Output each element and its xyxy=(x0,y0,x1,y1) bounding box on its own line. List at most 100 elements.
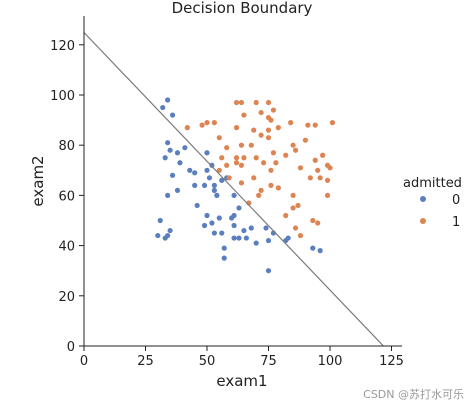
scatter-point-admitted-1 xyxy=(268,167,274,173)
scatter-point-admitted-1 xyxy=(290,205,296,211)
scatter-point-admitted-0 xyxy=(169,112,176,118)
scatter-point-admitted-1 xyxy=(275,125,281,131)
scatter-point-admitted-1 xyxy=(233,99,240,106)
scatter-point-admitted-1 xyxy=(283,212,289,219)
scatter-point-admitted-0 xyxy=(201,182,208,188)
scatter-point-admitted-1 xyxy=(292,147,299,153)
scatter-point-admitted-1 xyxy=(260,160,267,166)
scatter-point-admitted-0 xyxy=(174,150,181,156)
scatter-point-admitted-1 xyxy=(320,152,326,158)
scatter-point-admitted-0 xyxy=(169,172,176,178)
scatter-point-admitted-1 xyxy=(329,120,336,126)
scatter-point-admitted-0 xyxy=(174,187,181,193)
scatter-point-admitted-1 xyxy=(233,160,240,166)
scatter-point-admitted-1 xyxy=(273,160,279,166)
legend-title: admitted xyxy=(403,176,462,191)
scatter-point-admitted-1 xyxy=(315,167,321,173)
scatter-point-admitted-1 xyxy=(283,152,289,158)
scatter-point-admitted-0 xyxy=(231,192,237,198)
scatter-point-admitted-0 xyxy=(204,150,210,156)
x-tick-label: 125 xyxy=(379,354,404,369)
scatter-point-admitted-1 xyxy=(253,99,259,106)
legend: admitted 0 1 xyxy=(403,176,462,230)
y-tick-label: 60 xyxy=(58,189,75,204)
scatter-point-admitted-0 xyxy=(219,230,225,236)
scatter-point-admitted-1 xyxy=(258,187,264,193)
scatter-point-admitted-0 xyxy=(194,202,200,209)
scatter-point-admitted-1 xyxy=(265,127,272,133)
x-ticks: 0 25 50 75 100 125 xyxy=(80,346,404,369)
scatter-point-admitted-1 xyxy=(251,175,257,181)
y-tick-label: 20 xyxy=(58,290,75,305)
scatter-point-admitted-0 xyxy=(216,215,222,221)
scatter-point-admitted-0 xyxy=(204,167,210,173)
scatter-point-admitted-0 xyxy=(204,212,210,219)
scatter-point-admitted-1 xyxy=(184,125,190,131)
scatter-point-admitted-1 xyxy=(307,175,313,181)
scatter-point-admitted-1 xyxy=(258,132,264,138)
scatter-point-admitted-0 xyxy=(317,248,323,254)
scatter-point-admitted-0 xyxy=(265,268,272,274)
plot-area xyxy=(83,32,384,347)
scatter-point-admitted-0 xyxy=(248,225,254,231)
scatter-point-admitted-1 xyxy=(297,232,304,239)
scatter-point-admitted-0 xyxy=(165,232,171,239)
legend-label-0: 0 xyxy=(452,193,460,208)
scatter-point-admitted-0 xyxy=(211,187,217,193)
scatter-point-admitted-1 xyxy=(265,99,272,106)
scatter-point-admitted-1 xyxy=(238,99,245,106)
x-axis-label: exam1 xyxy=(216,372,267,390)
scatter-point-admitted-1 xyxy=(305,122,311,128)
scatter-point-admitted-1 xyxy=(275,185,281,191)
scatter-point-admitted-0 xyxy=(236,205,242,211)
scatter-point-admitted-1 xyxy=(238,162,245,168)
scatter-point-admitted-1 xyxy=(251,127,257,133)
scatter-point-admitted-0 xyxy=(187,167,193,173)
scatter-point-admitted-1 xyxy=(241,155,247,161)
scatter-point-admitted-1 xyxy=(211,120,217,126)
x-tick-label: 0 xyxy=(80,354,88,369)
decision-boundary-line xyxy=(83,32,384,347)
legend-marker-1 xyxy=(420,218,426,224)
scatter-point-admitted-1 xyxy=(290,192,296,198)
scatter-point-admitted-0 xyxy=(310,245,316,251)
scatter-point-admitted-1 xyxy=(297,165,304,171)
scatter-point-admitted-1 xyxy=(268,117,274,123)
scatter-point-admitted-1 xyxy=(258,109,264,116)
scatter-point-admitted-0 xyxy=(253,240,259,246)
scatter-point-admitted-0 xyxy=(201,222,208,229)
scatter-point-admitted-1 xyxy=(312,157,318,163)
scatter-point-admitted-0 xyxy=(192,170,198,176)
scatter-point-admitted-1 xyxy=(327,165,333,171)
scatter-point-admitted-0 xyxy=(165,140,171,146)
scatter-point-admitted-0 xyxy=(209,162,215,168)
scatter-point-admitted-1 xyxy=(199,122,205,128)
scatter-point-admitted-1 xyxy=(219,155,225,161)
x-tick-label: 75 xyxy=(260,354,277,369)
scatter-point-admitted-0 xyxy=(167,227,173,234)
scatter-point-admitted-1 xyxy=(216,167,222,173)
scatter-point-admitted-0 xyxy=(236,235,242,241)
scatter-point-admitted-0 xyxy=(211,230,217,236)
scatter-point-admitted-0 xyxy=(206,175,213,181)
scatter-point-admitted-0 xyxy=(211,182,217,188)
scatter-point-admitted-1 xyxy=(302,137,308,143)
scatter-point-admitted-0 xyxy=(243,235,249,241)
scatter-point-admitted-0 xyxy=(265,237,272,244)
scatter-point-admitted-0 xyxy=(165,97,171,103)
y-ticks: 0 20 40 60 80 100 120 xyxy=(50,39,84,355)
scatter-point-admitted-1 xyxy=(324,177,331,183)
y-tick-label: 100 xyxy=(50,89,75,104)
scatter-point-admitted-1 xyxy=(238,180,245,186)
scatter-point-admitted-1 xyxy=(295,202,301,209)
scatter-point-admitted-1 xyxy=(312,122,318,128)
x-tick-label: 25 xyxy=(137,354,154,369)
x-tick-label: 50 xyxy=(199,354,216,369)
scatter-point-admitted-1 xyxy=(238,142,245,148)
scatter-point-admitted-0 xyxy=(263,225,269,231)
scatter-point-admitted-0 xyxy=(177,160,183,166)
scatter-point-admitted-1 xyxy=(270,150,277,156)
scatter-point-admitted-0 xyxy=(157,217,163,224)
scatter-point-admitted-1 xyxy=(233,125,240,131)
